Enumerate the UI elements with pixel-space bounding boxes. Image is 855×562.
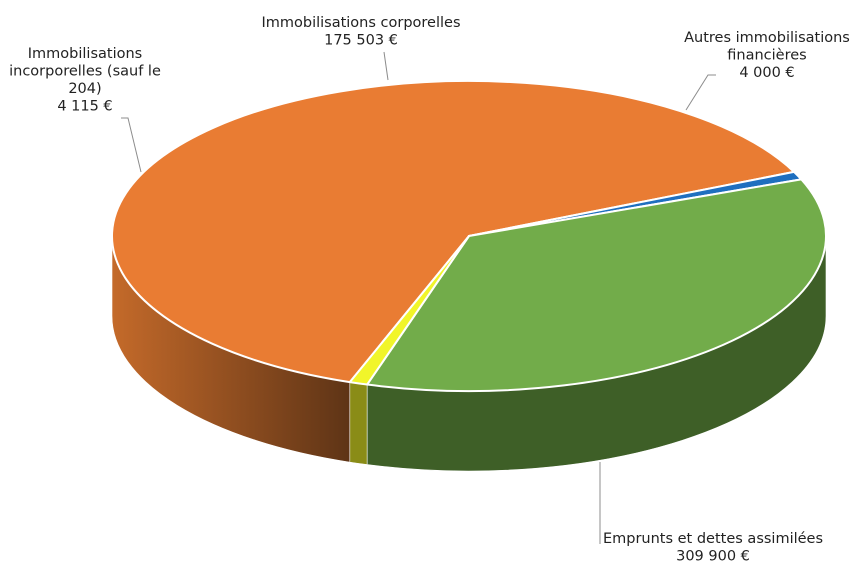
data-label-text-1: Immobilisations [28,46,142,62]
pie-slice-3 [348,235,470,386]
data-label-text-0: Emprunts et dettes assimilées [603,531,823,547]
data-label-text-1: incorporelles (sauf le [9,64,161,80]
data-label-text-1: 204) [68,81,101,97]
pie-slice-2 [366,178,827,392]
data-label-value-1: 4 115 € [57,99,112,115]
pie-slice-0 [111,80,796,384]
data-label-text-3: financières [727,48,806,64]
data-label-text-2: Immobilisations corporelles [261,15,460,31]
slice-side-3 [349,381,368,465]
data-label-1: Immobilisations incorporelles (sauf le204… [9,46,161,115]
leader-line-2 [383,51,389,81]
data-labels: Emprunts et dettes assimilées 309 900 € Im… [9,15,850,562]
pie-top-layer [111,80,827,392]
leader-line-1 [121,117,142,173]
data-label-0: Emprunts et dettes assimilées 309 900 € [603,531,823,562]
leader-line-3 [685,74,716,111]
data-label-value-0: 309 900 € [676,549,750,562]
leader-lines [121,51,716,544]
data-label-text-3: Autres immobilisations [684,30,850,46]
data-label-value-3: 4 000 € [739,65,794,81]
data-label-2: Immobilisations corporelles 175 503 € [261,15,460,49]
data-label-value-2: 175 503 € [324,33,398,49]
